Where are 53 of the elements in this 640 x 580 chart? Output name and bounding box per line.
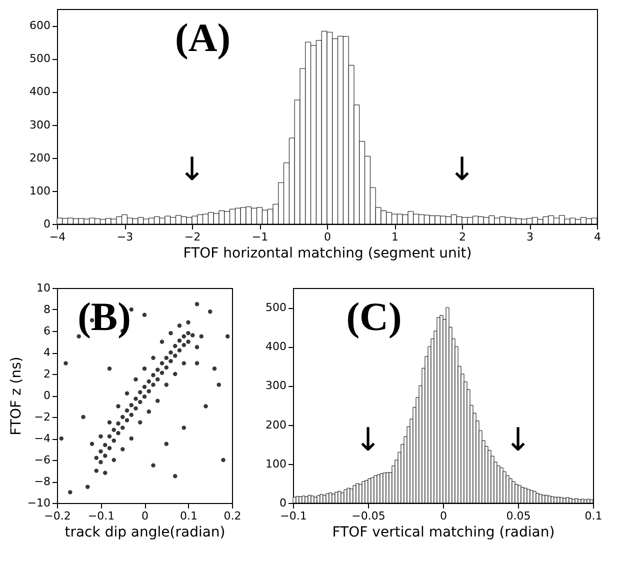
y-tick-label: 100 — [30, 184, 50, 198]
y-tick-label: 100 — [266, 457, 286, 470]
annotation: (A) — [175, 15, 231, 60]
y-tick-label: 8 — [44, 303, 50, 316]
x-tick-label: −3 — [116, 230, 134, 244]
x-tick-label: 0.1 — [584, 510, 602, 522]
y-tick-label: 6 — [44, 324, 50, 338]
x-tick-label: 4 — [594, 230, 601, 244]
y-tick-label: 0 — [280, 496, 286, 510]
y-tick-label: 300 — [30, 118, 50, 132]
x-tick-label: −0.1 — [88, 510, 115, 522]
x-axis-title: FTOF vertical matching (radian) — [332, 524, 555, 540]
y-tick-label: −4 — [34, 432, 50, 445]
y-tick-label: 2 — [44, 368, 50, 380]
y-tick-label: −10 — [27, 496, 50, 510]
annotation: (C) — [346, 294, 402, 339]
annotation: ↓ — [504, 420, 532, 459]
y-tick-label: 200 — [30, 151, 50, 164]
x-tick-label: 3 — [526, 230, 534, 244]
x-tick-label: 0.1 — [180, 510, 198, 522]
y-tick-label: 0 — [44, 389, 50, 402]
x-tick-label: 0 — [440, 510, 447, 522]
x-tick-label: −2 — [184, 230, 201, 244]
y-tick-label: −6 — [34, 454, 50, 466]
y-tick-label: 200 — [266, 418, 286, 432]
y-tick-label: −2 — [34, 410, 50, 424]
y-tick-label: 10 — [36, 282, 50, 294]
x-tick-label: −0.2 — [44, 510, 71, 522]
x-tick-label: 1 — [392, 230, 398, 244]
annotation: ↓ — [354, 420, 382, 459]
y-tick-label: 600 — [30, 19, 50, 32]
x-tick-label: −0.1 — [280, 510, 307, 522]
x-tick-label: 2 — [459, 230, 466, 244]
y-tick-label: 500 — [30, 52, 50, 66]
x-axis-title: track dip angle(radian) — [64, 524, 226, 540]
x-tick-label: 0 — [142, 510, 148, 522]
x-tick-label: 0 — [324, 230, 331, 244]
x-tick-label: 0.2 — [224, 510, 242, 522]
y-tick-label: 300 — [266, 379, 286, 392]
y-tick-label: 500 — [266, 301, 286, 314]
y-tick-label: 4 — [44, 346, 50, 359]
x-tick-label: −0.05 — [352, 510, 386, 522]
y-tick-label: 400 — [30, 85, 50, 98]
y-tick-label: 400 — [266, 340, 286, 354]
y-tick-label: 0 — [44, 218, 50, 230]
y-axis-title: FTOF z (ns) — [8, 356, 24, 436]
x-tick-label: 0.05 — [506, 510, 531, 522]
annotation: (B) — [78, 294, 131, 339]
x-tick-label: −1 — [252, 230, 268, 244]
annotation: ↓ — [178, 150, 206, 188]
annotation: ↓ — [448, 150, 476, 188]
x-axis-title: FTOF horizontal matching (segment unit) — [183, 246, 472, 262]
y-tick-label: −8 — [34, 475, 50, 488]
